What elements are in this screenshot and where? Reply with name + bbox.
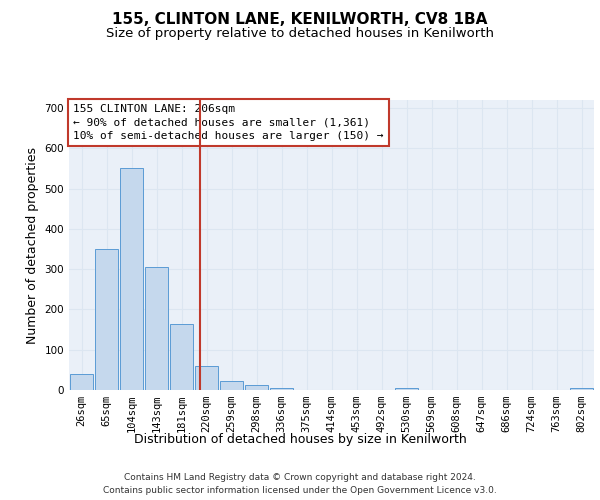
Bar	[245, 385, 268, 390]
Bar	[70, 374, 94, 390]
Text: Contains public sector information licensed under the Open Government Licence v3: Contains public sector information licen…	[103, 486, 497, 495]
Bar	[145, 267, 169, 390]
Text: Distribution of detached houses by size in Kenilworth: Distribution of detached houses by size …	[134, 432, 466, 446]
Text: 155 CLINTON LANE: 206sqm
← 90% of detached houses are smaller (1,361)
10% of sem: 155 CLINTON LANE: 206sqm ← 90% of detach…	[73, 104, 384, 141]
Bar	[395, 388, 418, 390]
Text: 155, CLINTON LANE, KENILWORTH, CV8 1BA: 155, CLINTON LANE, KENILWORTH, CV8 1BA	[112, 12, 488, 28]
Bar	[119, 168, 143, 390]
Bar	[220, 381, 244, 390]
Bar	[194, 366, 218, 390]
Bar	[269, 388, 293, 390]
Bar	[569, 388, 593, 390]
Y-axis label: Number of detached properties: Number of detached properties	[26, 146, 39, 344]
Bar	[95, 249, 118, 390]
Bar	[170, 324, 193, 390]
Text: Size of property relative to detached houses in Kenilworth: Size of property relative to detached ho…	[106, 28, 494, 40]
Text: Contains HM Land Registry data © Crown copyright and database right 2024.: Contains HM Land Registry data © Crown c…	[124, 472, 476, 482]
